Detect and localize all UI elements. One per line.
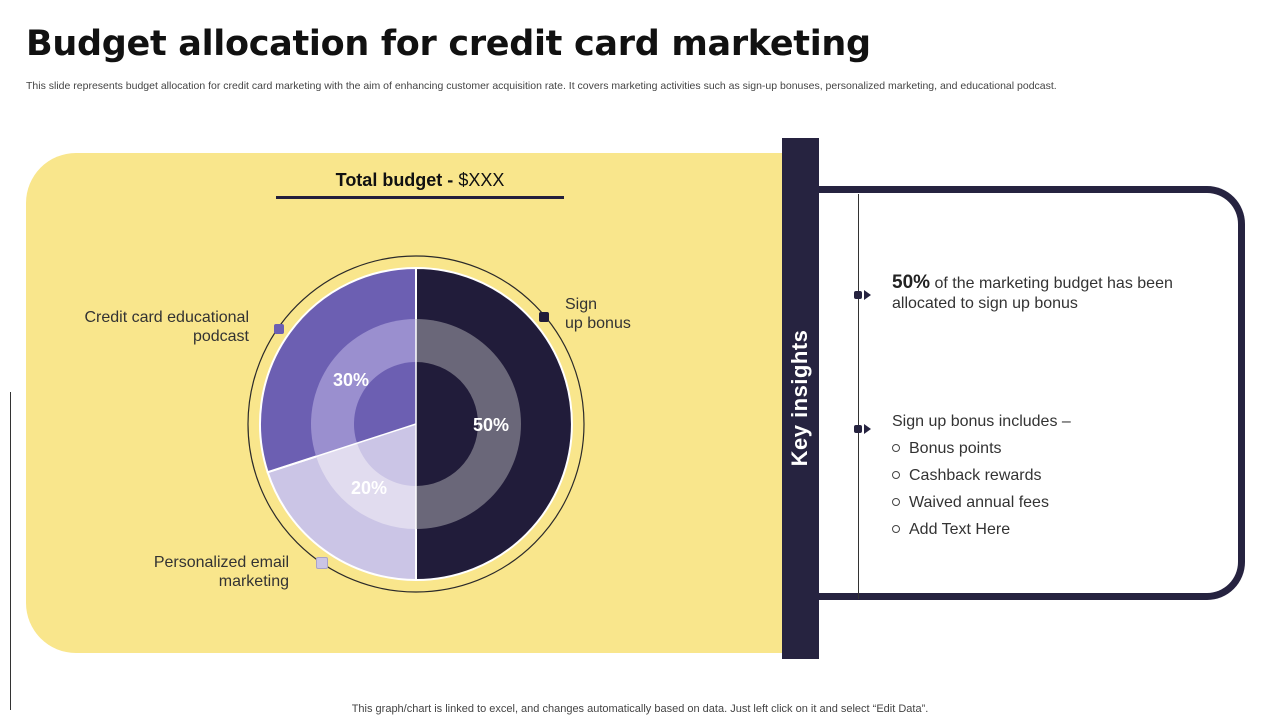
value-label-sign-up-bonus: 50% <box>473 415 510 435</box>
value-label-educational-podcast: 30% <box>333 370 370 390</box>
bullet-circle-icon <box>892 470 900 479</box>
insights-timeline <box>858 194 859 599</box>
insights-header-bar <box>782 138 819 659</box>
pie-center-slice-credit-card-educational-podcast[interactable] <box>354 362 416 444</box>
label-educational-podcast: Credit card educational podcast <box>50 308 249 346</box>
bullet-text: Waived annual fees <box>909 494 1049 511</box>
chart-title-underline <box>276 196 564 199</box>
bullet-item: Waived annual fees <box>892 493 1049 520</box>
insight-marker-2 <box>854 425 862 433</box>
chart-title: Total budget - $XXX <box>276 170 564 191</box>
pie-separator <box>267 423 417 473</box>
bullet-text: Add Text Here <box>909 521 1011 538</box>
label-email-line2: marketing <box>218 573 289 590</box>
total-budget-value: $XXX <box>458 170 505 190</box>
insight-point-1: 50% of the marketing budget has been all… <box>892 273 1173 314</box>
email-marketing-marker <box>316 557 328 569</box>
insight-bullet-list: Bonus points Cashback rewards Waived ann… <box>892 439 1049 547</box>
insight-arrow-2 <box>864 424 871 434</box>
pie-outer-ring <box>247 255 585 593</box>
bullet-text: Cashback rewards <box>909 467 1042 484</box>
bullet-circle-icon <box>892 524 900 533</box>
total-budget-label: Total budget - <box>335 170 459 190</box>
insight-point-2-heading: Sign up bonus includes – <box>892 413 1071 430</box>
label-email-line1: Personalized email <box>153 554 289 571</box>
label-sign-up-line2: up bonus <box>565 315 631 332</box>
bullet-text: Bonus points <box>909 440 1002 457</box>
insights-header: Key insights <box>787 329 812 467</box>
insight-marker-1 <box>854 291 862 299</box>
label-email-marketing: Personalized email marketing <box>120 553 289 591</box>
insights-card <box>800 186 1245 600</box>
label-sign-up-bonus: Sign up bonus <box>565 295 631 333</box>
bullet-item: Add Text Here <box>892 520 1049 547</box>
bullet-item: Bonus points <box>892 439 1049 466</box>
value-label-email-marketing: 20% <box>351 478 388 498</box>
pie-band <box>250 258 582 590</box>
slide-subtitle: This slide represents budget allocation … <box>26 80 1057 92</box>
label-sign-up-line1: Sign <box>565 296 598 313</box>
insight-arrow-1 <box>864 290 871 300</box>
bullet-item: Cashback rewards <box>892 466 1049 493</box>
slide-footer: This graph/chart is linked to excel, and… <box>351 703 929 715</box>
sign-up-bonus-marker <box>539 312 549 322</box>
bullet-circle-icon <box>892 443 900 452</box>
pie-center-slice-personalized-email-marketing[interactable] <box>357 424 416 486</box>
insight-1-highlight: 50% <box>892 272 931 293</box>
educational-podcast-marker <box>274 324 284 334</box>
left-divider <box>10 392 11 710</box>
bullet-circle-icon <box>892 497 900 506</box>
label-podcast-line2: podcast <box>192 328 249 345</box>
label-podcast-line1: Credit card educational <box>84 309 249 326</box>
slide-title: Budget allocation for credit card market… <box>26 24 871 64</box>
insight-1-text-line2: allocated to sign up bonus <box>892 295 1078 312</box>
pie-center-slice-sign-up-bonus[interactable] <box>416 362 478 486</box>
insight-1-text: of the marketing budget has been <box>930 275 1173 292</box>
